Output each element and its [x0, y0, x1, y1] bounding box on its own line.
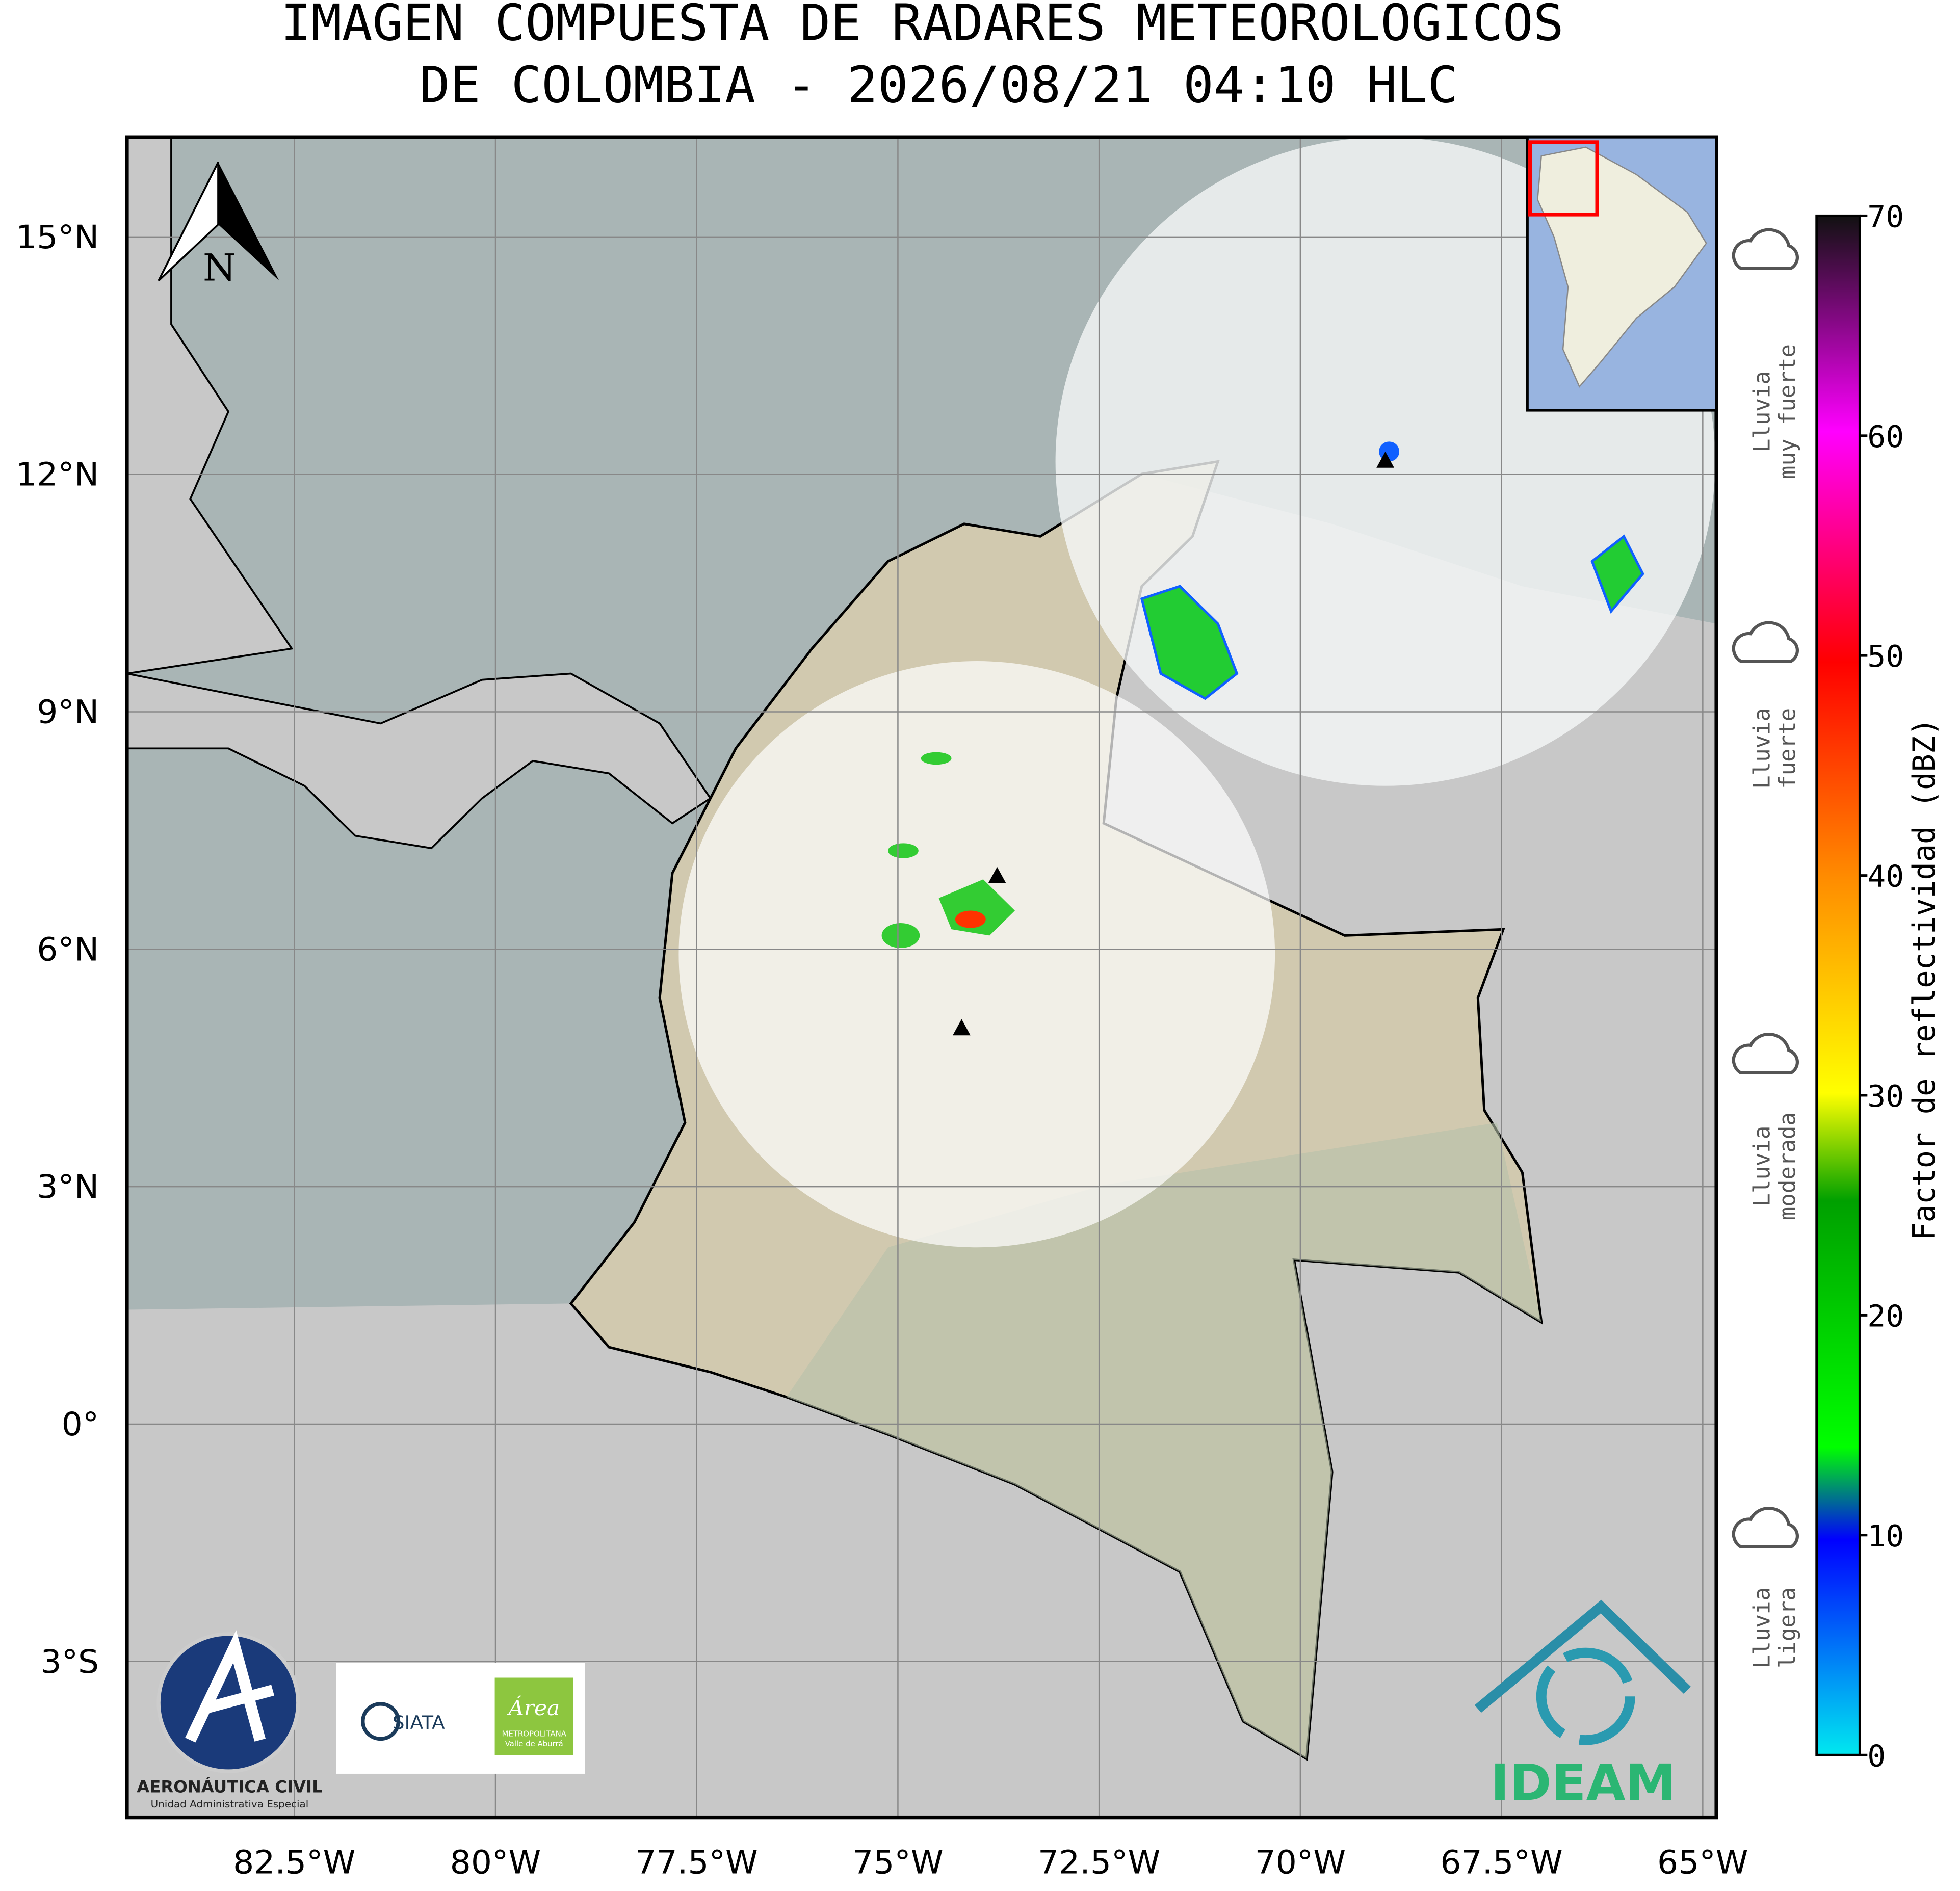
- rain-level-label: Lluvia: [1749, 371, 1775, 452]
- inset-highlight: [1528, 140, 1599, 217]
- rain-level-label: fuerte: [1774, 708, 1800, 789]
- area-sub: METROPOLITANA: [502, 1730, 566, 1739]
- rain-level-label: Lluvia: [1749, 1126, 1775, 1207]
- aerocivil-mark: [185, 1630, 275, 1743]
- y-tick-label: 6°N: [37, 931, 99, 968]
- title-line: IMAGEN COMPUESTA DE RADARES METEOROLOGIC…: [281, 0, 1564, 52]
- map-frame: [125, 135, 1718, 1820]
- area-name: Área: [506, 1695, 560, 1720]
- rain-icon: [1732, 1507, 1799, 1548]
- y-tick-label: 0°: [62, 1405, 99, 1443]
- y-tick-label: 15°N: [16, 218, 99, 256]
- rain-level-label: ligera: [1774, 1587, 1800, 1668]
- colorbar-tick-label: 70: [1867, 199, 1904, 234]
- precipitation: [921, 752, 952, 765]
- colorbar-tick-label: 60: [1867, 419, 1904, 454]
- rain-level-label: muy fuerte: [1774, 344, 1800, 479]
- x-tick-label: 67.5°W: [1440, 1844, 1562, 1881]
- rain-icon: [1732, 1033, 1799, 1074]
- colorbar-tick-label: 20: [1867, 1299, 1904, 1333]
- title-line: DE COLOMBIA - 2026/08/21 04:10 HLC: [420, 56, 1458, 114]
- area-logo: [494, 1677, 573, 1755]
- radar-site: [1376, 451, 1395, 468]
- precipitation: [1140, 585, 1239, 700]
- radar-site: [952, 1019, 971, 1036]
- siata-sun: [361, 1702, 401, 1741]
- north-label: N: [203, 246, 236, 290]
- ideam-name: IDEAM: [1491, 1754, 1676, 1812]
- isthmus: [126, 672, 712, 850]
- aerocivil-name: AERONÁUTICA CIVIL: [137, 1777, 323, 1797]
- x-tick-label: 75°W: [852, 1844, 944, 1881]
- precipitation: [881, 923, 920, 948]
- amazon: [786, 1122, 1541, 1759]
- colorbar-tick-label: 50: [1867, 639, 1904, 674]
- inset-map: [1526, 136, 1718, 412]
- x-tick-label: 80°W: [450, 1844, 541, 1881]
- rain-icon: [1732, 621, 1799, 663]
- x-tick-label: 72.5°W: [1038, 1844, 1160, 1881]
- colorbar-tick-label: 0: [1867, 1739, 1886, 1773]
- colorbar: [1815, 214, 1861, 1756]
- rain-level-label: Lluvia: [1749, 1587, 1775, 1668]
- grid: [126, 137, 1717, 1818]
- radar-coverage: [678, 661, 1275, 1248]
- x-tick-label: 82.5°W: [233, 1844, 355, 1881]
- inset-land: [1537, 146, 1707, 388]
- siata-name: SIATA: [393, 1712, 445, 1734]
- x-tick-label: 70°W: [1255, 1844, 1346, 1881]
- rain-level-label: Lluvia: [1749, 708, 1775, 789]
- x-tick-label: 77.5°W: [636, 1844, 758, 1881]
- y-tick-label: 3°S: [41, 1643, 99, 1680]
- aerocivil-sub: Unidad Administrativa Especial: [151, 1798, 309, 1810]
- ideam-roof: [1474, 1599, 1691, 1713]
- rain-icon: [1732, 228, 1799, 270]
- precipitation: [1590, 534, 1644, 614]
- x-tick-label: 65°W: [1657, 1844, 1748, 1881]
- y-tick-label: 3°N: [37, 1168, 99, 1206]
- ideam-swirl: [1536, 1647, 1635, 1745]
- rain-level-label: moderada: [1774, 1112, 1800, 1220]
- colorbar-tick-label: 30: [1867, 1079, 1904, 1114]
- colorbar-tick-label: 40: [1867, 859, 1904, 894]
- y-tick-label: 9°N: [37, 693, 99, 731]
- map: [126, 137, 1717, 1818]
- colorbar-label: Factor de reflectividad (dBZ): [1906, 718, 1942, 1240]
- precipitation: [955, 910, 986, 928]
- radar-site: [988, 866, 1006, 883]
- colorbar-tick-label: 10: [1867, 1518, 1904, 1553]
- precipitation: [888, 843, 919, 858]
- area-sub: Valle de Aburrá: [505, 1740, 563, 1748]
- logos: AERONÁUTICA CIVIL Unidad Administrativa …: [137, 1599, 1691, 1812]
- y-tick-label: 12°N: [16, 456, 99, 493]
